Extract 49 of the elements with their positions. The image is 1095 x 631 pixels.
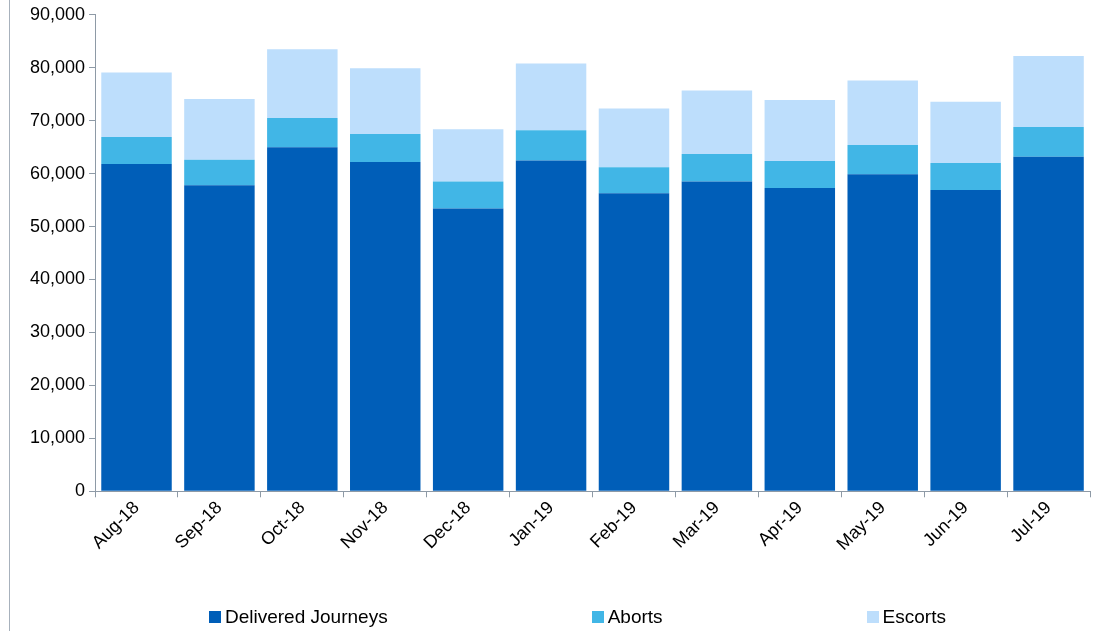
legend-label: Escorts bbox=[882, 606, 946, 628]
bar bbox=[930, 101, 1001, 164]
bar bbox=[184, 159, 255, 186]
bar bbox=[681, 154, 753, 182]
bar bbox=[764, 187, 836, 491]
bar bbox=[350, 133, 421, 162]
y-tick-label: 80,000 bbox=[29, 56, 86, 77]
y-tick-label: 10,000 bbox=[29, 427, 86, 448]
bar bbox=[184, 185, 255, 491]
bar bbox=[267, 49, 338, 119]
bar bbox=[432, 181, 504, 209]
bar bbox=[432, 129, 504, 182]
bar bbox=[101, 164, 172, 491]
bar bbox=[681, 90, 753, 155]
bar bbox=[515, 130, 587, 161]
bar bbox=[350, 161, 421, 491]
bar bbox=[681, 181, 753, 491]
bar bbox=[847, 174, 918, 491]
bar bbox=[515, 63, 587, 131]
y-tick-label: 40,000 bbox=[29, 268, 86, 289]
y-tick-label: 0 bbox=[75, 480, 86, 501]
bar bbox=[267, 147, 338, 491]
y-tick-label: 50,000 bbox=[29, 215, 86, 236]
bar bbox=[847, 80, 918, 146]
bar bbox=[515, 160, 587, 491]
bar bbox=[101, 72, 172, 138]
bar bbox=[847, 145, 918, 175]
bar bbox=[930, 163, 1001, 191]
bar bbox=[1013, 56, 1084, 128]
bar bbox=[267, 118, 338, 148]
bar bbox=[598, 108, 670, 168]
y-tick-label: 30,000 bbox=[29, 321, 86, 342]
legend-label: Aborts bbox=[607, 606, 663, 628]
bar bbox=[184, 98, 255, 160]
legend-label: Delivered Journeys bbox=[225, 606, 388, 628]
y-tick-label: 70,000 bbox=[29, 109, 86, 130]
bar bbox=[1013, 127, 1084, 157]
y-tick-label: 20,000 bbox=[29, 374, 86, 395]
y-tick-label: 60,000 bbox=[29, 162, 86, 183]
y-tick-label: 90,000 bbox=[29, 3, 86, 24]
bar bbox=[764, 160, 836, 188]
bar bbox=[432, 208, 504, 491]
bar bbox=[598, 193, 670, 491]
bar bbox=[1013, 156, 1084, 491]
bar bbox=[350, 68, 421, 134]
bar bbox=[101, 137, 172, 165]
bar bbox=[598, 167, 670, 194]
bar bbox=[764, 100, 836, 161]
bar bbox=[930, 190, 1001, 491]
